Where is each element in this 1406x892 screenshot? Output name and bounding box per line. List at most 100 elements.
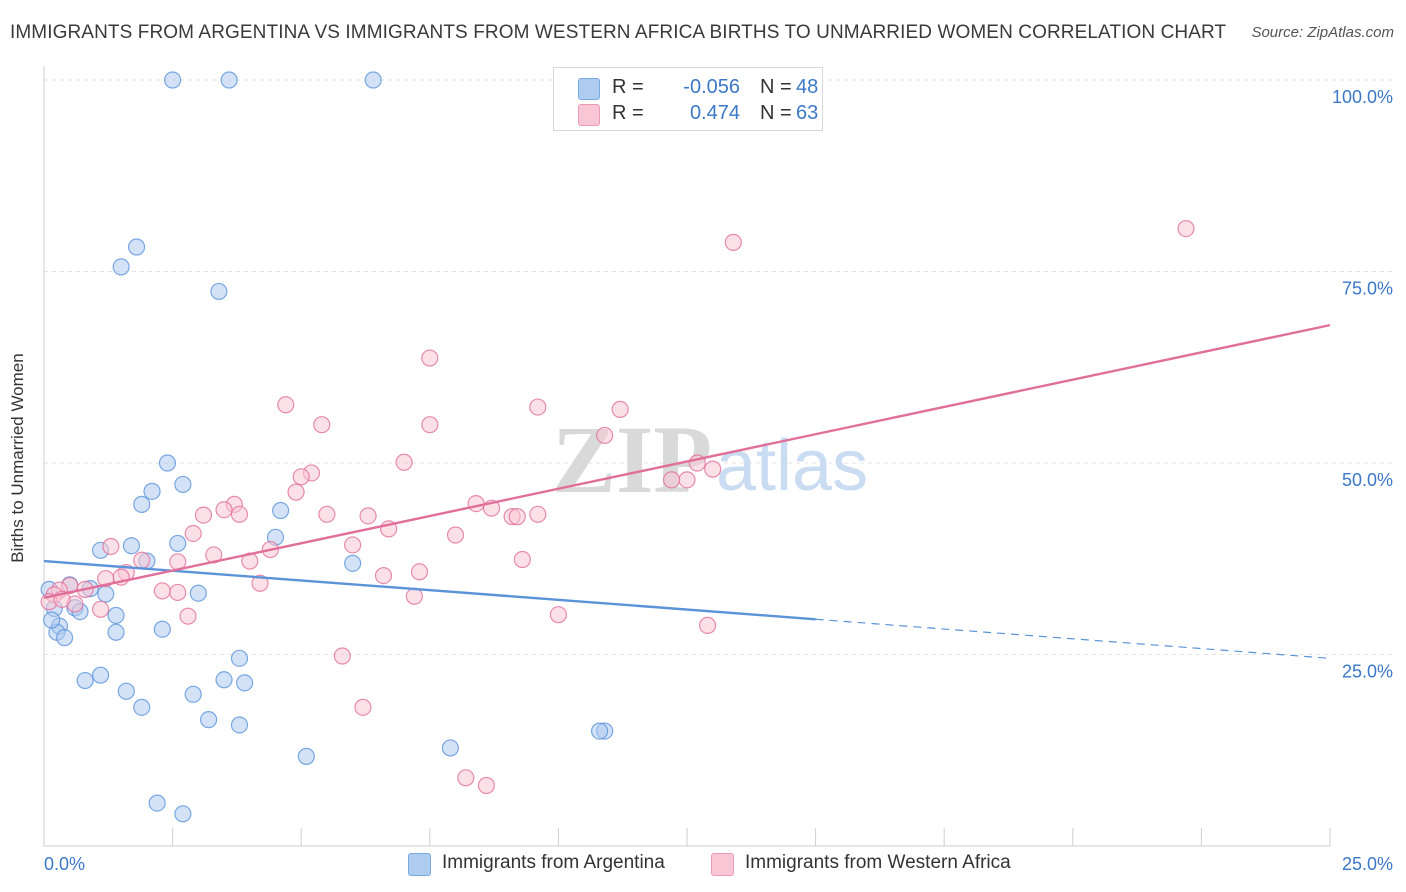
data-point <box>446 526 465 544</box>
correlation-legend: R = -0.056 N = 48 R = 0.474 N = 63 <box>553 67 823 131</box>
data-point <box>704 460 722 478</box>
data-point <box>477 776 495 795</box>
data-point <box>344 536 362 554</box>
x-tick-label: 0.0% <box>44 854 85 874</box>
data-point <box>318 505 336 523</box>
data-point <box>148 794 166 812</box>
data-point <box>127 238 146 256</box>
data-point <box>174 805 192 823</box>
legend-r-value: 0.474 <box>689 102 740 124</box>
data-point <box>107 623 125 641</box>
data-point <box>133 551 151 569</box>
data-point <box>184 685 202 703</box>
y-tick-label: 50.0% <box>1342 470 1393 490</box>
legend-r-label: R = <box>612 76 644 98</box>
data-point <box>91 666 110 684</box>
data-point <box>76 671 94 690</box>
data-point <box>174 475 192 494</box>
data-point <box>189 584 207 602</box>
data-point <box>215 671 233 689</box>
data-point <box>143 482 161 500</box>
y-tick-label: 100.0% <box>1332 87 1393 107</box>
data-point <box>122 537 141 555</box>
trend-line-extension-0 <box>815 618 1331 659</box>
legend-n-value: 63 <box>796 102 819 124</box>
data-point <box>662 471 681 489</box>
legend-swatch-argentina <box>578 78 600 100</box>
legend-n-label: N = <box>760 102 792 124</box>
data-point <box>169 583 187 602</box>
data-point <box>133 495 151 513</box>
legend-n-label: N = <box>760 76 792 98</box>
x-tick-label: 25.0% <box>1342 854 1393 874</box>
data-point <box>678 471 696 489</box>
data-point <box>513 550 531 569</box>
data-point <box>395 453 413 471</box>
tick-labels: 25.0% 50.0% 75.0% 100.0% 0.0% 25.0% <box>44 87 1393 874</box>
data-point <box>467 494 485 513</box>
data-point <box>508 508 526 526</box>
data-point <box>590 722 609 740</box>
legend-r-label: R = <box>612 102 644 124</box>
data-point <box>184 524 202 543</box>
bottom-legend-swatch-western-africa <box>711 853 734 876</box>
data-point <box>596 426 614 445</box>
legend-r-value: -0.056 <box>683 76 740 98</box>
data-point <box>333 647 351 665</box>
data-point <box>292 468 310 486</box>
data-point <box>364 71 382 89</box>
data-point <box>164 71 182 89</box>
bottom-legend-swatch-argentina <box>408 853 431 876</box>
data-point <box>374 567 393 585</box>
data-point <box>313 416 331 434</box>
data-point <box>724 233 742 251</box>
data-point <box>153 582 171 600</box>
data-point <box>169 534 187 553</box>
data-point <box>117 682 135 700</box>
data-point <box>200 711 218 729</box>
axes <box>43 66 1331 847</box>
bottom-legend-label-western-africa: Immigrants from Western Africa <box>745 852 1011 873</box>
y-tick-label: 75.0% <box>1342 279 1393 299</box>
trend-line-1 <box>43 323 1331 599</box>
source-label: Source: ZipAtlas.com <box>1251 24 1394 41</box>
data-point <box>91 600 110 618</box>
y-axis-label: Births to Unmarried Women <box>8 353 27 563</box>
data-point <box>405 587 423 605</box>
data-point <box>354 698 372 716</box>
data-point <box>158 454 177 472</box>
data-point <box>529 398 547 416</box>
data-point <box>102 537 120 556</box>
data-point <box>107 606 125 625</box>
data-point <box>133 698 151 716</box>
data-point <box>529 505 547 523</box>
data-point <box>457 769 475 787</box>
data-point <box>549 606 568 624</box>
data-point <box>1177 220 1195 238</box>
data-point <box>210 282 228 301</box>
data-point <box>153 620 171 638</box>
bottom-legend-label-argentina: Immigrants from Argentina <box>442 852 665 873</box>
series-western-africa-points <box>40 220 1195 795</box>
data-point <box>251 574 269 592</box>
data-point <box>215 501 233 519</box>
data-point <box>230 649 249 667</box>
data-point <box>220 71 238 89</box>
data-point <box>179 607 197 625</box>
data-point <box>236 674 254 692</box>
data-point <box>230 505 249 523</box>
data-point <box>230 716 249 734</box>
data-point <box>43 611 61 629</box>
y-tick-label: 25.0% <box>1342 662 1393 682</box>
data-point <box>421 349 439 367</box>
data-point <box>410 563 429 581</box>
trend-lines <box>43 323 1331 659</box>
chart-title: IMMIGRANTS FROM ARGENTINA VS IMMIGRANTS … <box>10 22 1227 43</box>
data-point <box>441 739 459 757</box>
series-argentina-points <box>40 71 614 823</box>
data-point <box>194 506 213 524</box>
data-point <box>277 396 295 414</box>
legend-n-value: 48 <box>796 76 819 98</box>
data-point <box>97 585 115 603</box>
data-point <box>611 400 629 418</box>
